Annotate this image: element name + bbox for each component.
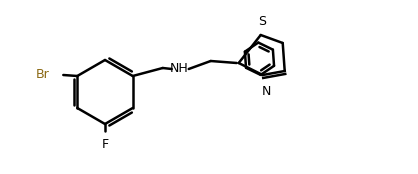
Text: Br: Br (36, 68, 49, 81)
Text: F: F (102, 138, 109, 151)
Text: N: N (262, 85, 271, 98)
Text: NH: NH (169, 62, 188, 76)
Text: S: S (258, 15, 266, 28)
